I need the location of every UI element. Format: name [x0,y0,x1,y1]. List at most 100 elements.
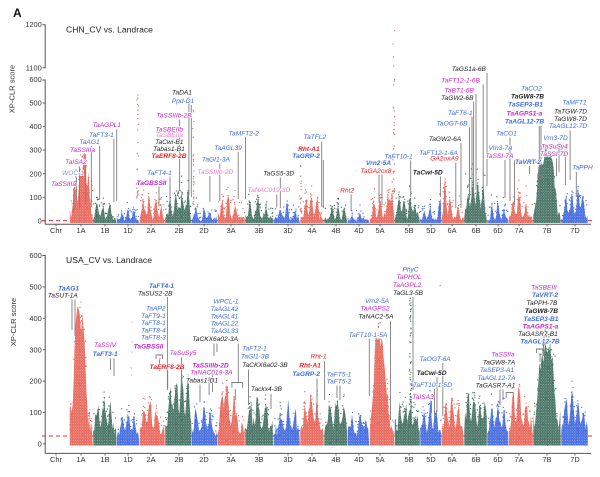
svg-text:4D: 4D [354,455,363,464]
svg-text:TaCwi-B1: TaCwi-B1 [155,139,184,146]
svg-text:TaTGW-7D: TaTGW-7D [554,109,587,116]
svg-text:TaAGL41: TaAGL41 [211,313,239,320]
svg-text:WOC-1: WOC-1 [62,170,84,177]
svg-text:TaPPH-7B: TaPPH-7B [527,300,559,307]
svg-text:TaAGL33: TaAGL33 [211,328,239,335]
svg-text:TaGW2-6A: TaGW2-6A [429,136,462,143]
svg-text:6A: 6A [447,455,456,464]
svg-text:TaAG1: TaAG1 [58,285,79,292]
svg-text:300: 300 [29,345,41,354]
svg-text:TaAGPS2: TaAGPS2 [360,306,389,313]
svg-text:TaCwi-5D: TaCwi-5D [417,370,447,377]
svg-text:Ppd-D1: Ppd-D1 [172,98,195,105]
svg-text:200: 200 [29,377,41,386]
svg-text:TaNAC2-5A: TaNAC2-5A [359,314,395,321]
svg-text:4B: 4B [331,455,340,464]
svg-text:Chr: Chr [50,226,62,235]
svg-text:600: 600 [29,75,41,84]
svg-text:5B: 5B [404,455,413,464]
svg-text:6B: 6B [471,226,480,235]
svg-text:TaGRP-2: TaGRP-2 [292,153,320,160]
svg-text:TaSSIIIb-2D: TaSSIIIb-2D [192,363,229,370]
svg-text:TaGW2-6B: TaGW2-6B [441,95,474,102]
svg-text:4A: 4A [307,226,316,235]
svg-text:TaCKX6a02-3B: TaCKX6a02-3B [242,362,288,369]
svg-text:TaFT4-1: TaFT4-1 [147,170,172,177]
svg-text:1100: 1100 [26,64,42,73]
svg-text:TaFT10-1-5A: TaFT10-1-5A [349,332,388,339]
svg-text:TaGS1a-6B: TaGS1a-6B [452,66,487,73]
svg-text:Vrn3-7D: Vrn3-7D [543,135,568,142]
svg-text:TaFT6-1: TaFT6-1 [448,110,473,117]
svg-text:TaFT2-1: TaFT2-1 [242,346,267,353]
svg-text:5D: 5D [426,226,435,235]
svg-text:500: 500 [29,283,41,292]
svg-text:1D: 1D [123,455,132,464]
svg-text:TaSSI-7D: TaSSI-7D [540,151,569,158]
svg-text:TaSBEIIb: TaSBEIIb [155,127,183,134]
svg-text:TaCKX6a02-3A: TaCKX6a02-3A [192,336,238,343]
svg-text:Vrn2-5A: Vrn2-5A [366,160,391,167]
svg-text:4B: 4B [331,226,340,235]
svg-text:3B: 3B [254,226,263,235]
svg-text:TaISA2: TaISA2 [65,159,87,166]
svg-text:TaBT1-6B: TaBT1-6B [444,87,474,94]
svg-text:TaAGL12-7B: TaAGL12-7B [505,119,545,126]
svg-text:3A: 3A [226,455,235,464]
svg-text:2B: 2B [174,226,183,235]
svg-text:400: 400 [29,122,41,131]
svg-text:TaNAC019-3A: TaNAC019-3A [190,370,233,377]
svg-text:TaISA3: TaISA3 [412,394,434,401]
svg-text:CHN_CV vs. Landrace: CHN_CV vs. Landrace [66,25,153,35]
svg-text:TaSSIIa: TaSSIIa [491,352,515,359]
svg-text:TaFT10-1: TaFT10-1 [384,153,413,160]
svg-text:XP-CLR score: XP-CLR score [9,298,18,347]
svg-text:TaSSIV: TaSSIV [94,342,117,349]
svg-text:3A: 3A [226,226,235,235]
svg-text:TaFT12-1-6A: TaFT12-1-6A [419,150,458,157]
svg-text:1A: 1A [76,455,85,464]
svg-text:4A: 4A [307,455,316,464]
svg-text:2D: 2D [199,455,208,464]
svg-text:TaVRT-2: TaVRT-2 [515,159,541,166]
svg-text:Vrn2-5A: Vrn2-5A [365,298,390,305]
svg-text:TaGW8-7B: TaGW8-7B [511,94,544,101]
svg-text:Rht2: Rht2 [340,187,354,194]
svg-text:USA_CV vs. Landrace: USA_CV vs. Landrace [66,255,152,265]
svg-text:TaSSIIIa: TaSSIIIa [70,147,95,154]
svg-text:4D: 4D [354,226,363,235]
svg-text:TaFT10-1-5D: TaFT10-1-5D [413,382,452,389]
svg-text:3D: 3D [283,226,292,235]
svg-text:TaFT12-1-6B: TaFT12-1-6B [441,77,480,84]
svg-text:TaGASR7-A1: TaGASR7-A1 [476,382,516,389]
svg-text:Chr: Chr [50,455,62,464]
svg-text:TaFT9-1: TaFT9-1 [141,313,166,320]
svg-text:600: 600 [29,251,41,260]
svg-text:TaSuSy4: TaSuSy4 [541,144,568,151]
svg-text:400: 400 [29,314,41,323]
svg-text:TaAGPL1: TaAGPL1 [93,122,122,129]
svg-text:TaFT8-3: TaFT8-3 [141,335,166,342]
svg-text:1D: 1D [123,226,132,235]
svg-text:TaOGT-6B: TaOGT-6B [436,120,468,127]
svg-text:Tackx4-3B: Tackx4-3B [251,386,283,393]
svg-text:TaAGL42: TaAGL42 [211,306,239,313]
svg-text:TaCO1: TaCO1 [496,131,517,138]
svg-text:3B: 3B [254,455,263,464]
svg-text:TaGA2ox8: TaGA2ox8 [361,168,392,175]
svg-text:TaGI1-3A: TaGI1-3A [202,157,231,164]
svg-text:TaGW8-7A: TaGW8-7A [483,360,516,367]
svg-text:Vrn3-7A: Vrn3-7A [488,145,513,152]
svg-text:GA2oxA9: GA2oxA9 [430,156,459,163]
svg-text:TaMFT1: TaMFT1 [562,99,587,106]
svg-text:5D: 5D [426,455,435,464]
svg-text:TaFT5-2: TaFT5-2 [327,379,352,386]
svg-text:TaAG1: TaAG1 [79,139,100,146]
svg-text:XP-CLR score: XP-CLR score [8,65,17,114]
svg-text:7D: 7D [570,455,579,464]
svg-text:TaFT3-1: TaFT3-1 [89,132,114,139]
svg-text:TaGW8-7B: TaGW8-7B [525,308,558,315]
svg-text:1B: 1B [100,226,109,235]
svg-text:WPCL-1: WPCL-1 [214,298,239,305]
svg-text:Tabas1-D1: Tabas1-D1 [186,377,218,384]
